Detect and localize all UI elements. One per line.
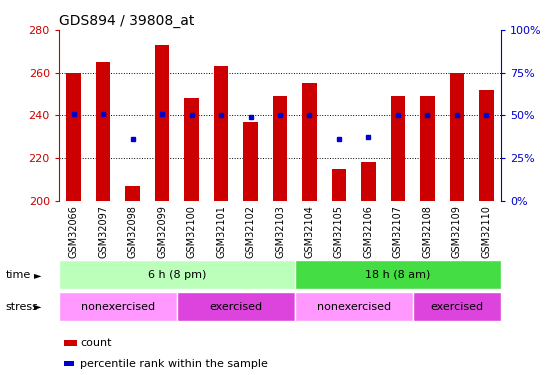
FancyBboxPatch shape <box>177 292 295 321</box>
Text: time: time <box>6 270 31 280</box>
Text: nonexercised: nonexercised <box>81 302 155 312</box>
Text: GSM32102: GSM32102 <box>245 205 255 258</box>
Text: GSM32108: GSM32108 <box>422 205 432 258</box>
Bar <box>332 169 346 201</box>
Text: GSM32107: GSM32107 <box>393 205 403 258</box>
Text: GSM32110: GSM32110 <box>482 205 492 258</box>
Bar <box>155 45 169 201</box>
Text: percentile rank within the sample: percentile rank within the sample <box>80 359 268 369</box>
Text: ►: ► <box>34 302 41 312</box>
FancyBboxPatch shape <box>59 260 295 289</box>
Text: nonexercised: nonexercised <box>316 302 391 312</box>
Bar <box>361 162 376 201</box>
Bar <box>390 96 405 201</box>
FancyBboxPatch shape <box>413 292 501 321</box>
Text: ►: ► <box>34 270 41 280</box>
Bar <box>96 62 110 201</box>
Text: GSM32103: GSM32103 <box>275 205 285 258</box>
Bar <box>450 73 464 201</box>
Bar <box>213 66 228 201</box>
Text: GSM32106: GSM32106 <box>363 205 374 258</box>
Bar <box>273 96 287 201</box>
Text: GSM32109: GSM32109 <box>452 205 462 258</box>
Text: 6 h (8 pm): 6 h (8 pm) <box>148 270 206 280</box>
Bar <box>184 98 199 201</box>
Text: GSM32097: GSM32097 <box>98 205 108 258</box>
Bar <box>125 186 140 201</box>
Text: exercised: exercised <box>209 302 262 312</box>
Bar <box>243 122 258 201</box>
Bar <box>302 83 317 201</box>
Bar <box>66 73 81 201</box>
Text: GSM32100: GSM32100 <box>186 205 197 258</box>
Bar <box>420 96 435 201</box>
Text: GSM32066: GSM32066 <box>68 205 78 258</box>
Text: GSM32105: GSM32105 <box>334 205 344 258</box>
Text: GSM32101: GSM32101 <box>216 205 226 258</box>
Text: stress: stress <box>6 302 39 312</box>
Text: exercised: exercised <box>431 302 483 312</box>
Text: GSM32099: GSM32099 <box>157 205 167 258</box>
Bar <box>479 90 494 201</box>
Text: 18 h (8 am): 18 h (8 am) <box>365 270 431 280</box>
FancyBboxPatch shape <box>295 292 413 321</box>
FancyBboxPatch shape <box>295 260 501 289</box>
Text: GSM32098: GSM32098 <box>128 205 138 258</box>
FancyBboxPatch shape <box>59 292 177 321</box>
Text: count: count <box>80 338 111 348</box>
Text: GSM32104: GSM32104 <box>305 205 315 258</box>
Text: GDS894 / 39808_at: GDS894 / 39808_at <box>59 13 194 28</box>
